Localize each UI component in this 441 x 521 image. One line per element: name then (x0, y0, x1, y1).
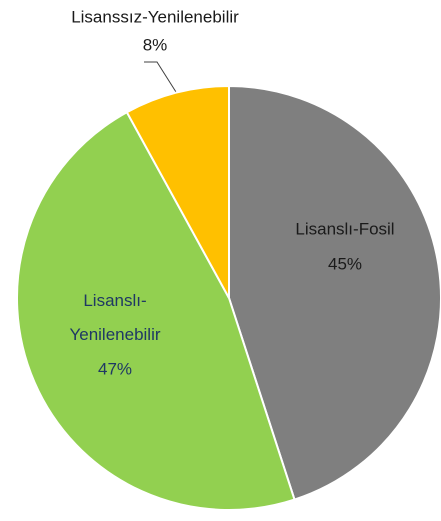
label-line: Yenilenebilir (69, 325, 160, 344)
label-line: Lisanslı- (83, 291, 146, 310)
pie-slice (228, 84, 441, 501)
slice-label: Lisanssız-Yenilenebilir (71, 7, 239, 26)
slice-value-label: 47% (98, 359, 132, 378)
slice-value-label: 45% (328, 254, 362, 273)
pie-slice (125, 84, 230, 299)
slice-value-label: 8% (143, 35, 168, 54)
leader-line (144, 61, 177, 93)
slice-label: Lisanslı-Fosil (295, 219, 394, 238)
slice-label: Lisanslı- Yenilenebilir (69, 291, 160, 344)
pie-slice (16, 110, 296, 511)
